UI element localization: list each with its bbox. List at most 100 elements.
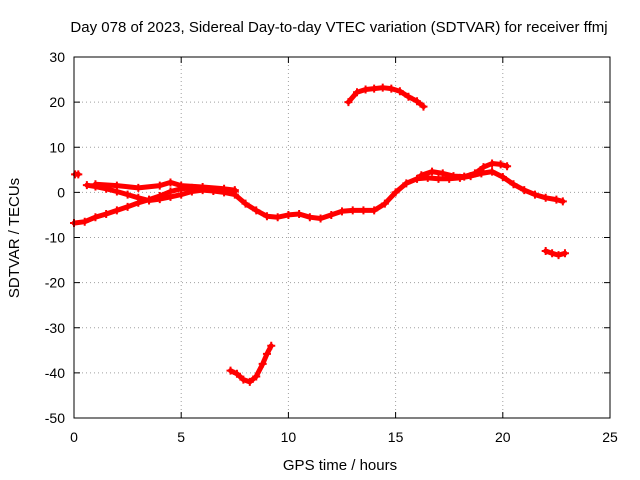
- data-point: [413, 174, 422, 183]
- y-tick-label: 30: [49, 49, 65, 65]
- data-point: [353, 88, 362, 97]
- x-tick-label: 20: [495, 429, 511, 445]
- data-point: [417, 171, 426, 180]
- data-point: [438, 169, 447, 178]
- data-point: [220, 184, 229, 193]
- data-point: [258, 359, 267, 368]
- data-point: [479, 163, 488, 172]
- data-layer: [70, 83, 569, 386]
- data-point: [123, 190, 132, 199]
- data-point: [327, 210, 336, 219]
- data-point: [112, 181, 121, 190]
- x-tick-label: 15: [388, 429, 404, 445]
- data-point: [252, 372, 261, 381]
- data-point: [387, 84, 396, 93]
- data-point: [370, 206, 379, 215]
- x-tick-label: 10: [281, 429, 297, 445]
- data-point: [166, 178, 175, 187]
- data-point: [395, 87, 404, 96]
- data-point: [370, 84, 379, 93]
- data-point: [552, 195, 561, 204]
- data-point: [91, 180, 100, 189]
- y-axis-label: SDTVAR / TECUs: [6, 178, 23, 298]
- data-point: [344, 98, 353, 107]
- data-point: [359, 206, 368, 215]
- series-trace: [345, 85, 426, 110]
- data-point: [295, 210, 304, 219]
- data-point: [145, 196, 154, 205]
- data-point: [338, 207, 346, 216]
- data-point: [548, 249, 557, 258]
- data-point: [404, 92, 413, 101]
- series-trace: [418, 161, 510, 180]
- series-second-hump: [417, 159, 512, 181]
- data-point: [123, 202, 132, 211]
- data-point: [460, 172, 469, 181]
- data-point: [82, 181, 91, 190]
- data-point: [305, 213, 314, 222]
- data-point: [554, 251, 563, 260]
- x-axis-label: GPS time / hours: [283, 457, 397, 474]
- data-point: [496, 160, 505, 169]
- data-point: [232, 369, 241, 378]
- data-point: [503, 162, 512, 171]
- tick-layer: 0 5 10 15 20 25 -50 -40 -30 -20 -10 0 10 20 30: [45, 49, 618, 445]
- data-point: [177, 190, 186, 199]
- x-tick-label: 5: [177, 429, 185, 445]
- data-point: [262, 212, 271, 221]
- data-point: [419, 102, 428, 111]
- data-point: [391, 188, 400, 197]
- y-tick-label: -40: [45, 365, 65, 381]
- data-point: [273, 213, 282, 222]
- data-point: [488, 167, 497, 176]
- series-secondary-arc: [91, 178, 239, 195]
- grid-layer: [74, 57, 610, 418]
- data-point: [428, 167, 437, 176]
- data-point: [541, 193, 550, 202]
- data-point: [241, 199, 250, 208]
- data-point: [198, 182, 207, 191]
- data-point: [267, 341, 276, 350]
- series-arc-near-14h: [344, 83, 428, 111]
- data-point: [226, 366, 235, 375]
- chart-title: Day 078 of 2023, Sidereal Day-to-day VTE…: [70, 19, 607, 36]
- y-tick-label: -30: [45, 320, 65, 336]
- data-point: [498, 173, 507, 182]
- data-point: [378, 83, 387, 92]
- data-point: [134, 183, 143, 192]
- series-start-marker: [71, 170, 83, 179]
- data-point: [102, 210, 111, 219]
- series-trace: [84, 169, 566, 221]
- data-point: [509, 180, 518, 189]
- y-tick-label: 0: [57, 184, 65, 200]
- data-point: [284, 210, 293, 219]
- data-point: [380, 199, 389, 208]
- data-point: [166, 192, 175, 201]
- data-point: [520, 186, 529, 195]
- data-point: [449, 172, 458, 181]
- data-point: [402, 179, 411, 188]
- data-point: [262, 349, 271, 358]
- data-point: [413, 97, 422, 106]
- data-point: [560, 249, 569, 258]
- data-point: [361, 85, 370, 94]
- data-point: [177, 181, 186, 190]
- data-point: [245, 377, 254, 386]
- data-point: [230, 186, 239, 195]
- y-tick-label: 20: [49, 94, 65, 110]
- y-tick-label: -20: [45, 275, 65, 291]
- y-tick-label: -10: [45, 230, 65, 246]
- data-point: [316, 214, 325, 223]
- data-point: [239, 375, 248, 384]
- data-point: [488, 159, 497, 168]
- data-point: [134, 193, 143, 202]
- data-point: [155, 181, 164, 190]
- data-point: [530, 190, 539, 199]
- data-point: [155, 195, 164, 204]
- data-point: [541, 247, 550, 256]
- data-point: [558, 197, 567, 206]
- data-point: [112, 206, 121, 215]
- data-point: [80, 217, 89, 226]
